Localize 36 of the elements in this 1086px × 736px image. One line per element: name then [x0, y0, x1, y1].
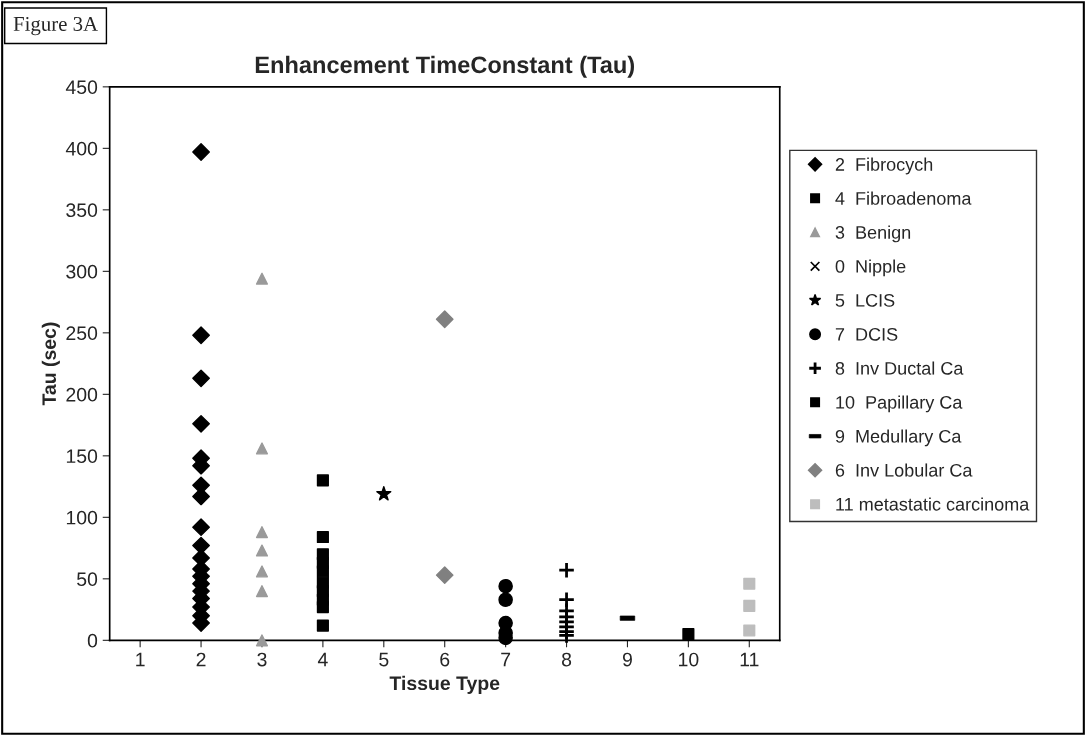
- legend-label: 7 DCIS: [835, 327, 898, 341]
- x-tick-label: 2: [196, 652, 206, 667]
- y-tick-label: 350: [66, 203, 98, 218]
- legend-label: 9 Medullary Ca: [835, 429, 962, 447]
- legend-label: 8 Inv Ductal Ca: [835, 361, 964, 375]
- y-tick-label: 300: [66, 264, 98, 279]
- y-tick-label: 400: [65, 141, 98, 156]
- legend-label: 3 Benign: [835, 225, 911, 243]
- x-tick-label: 10: [679, 652, 699, 667]
- legend-label: 11 metastatic carcinoma: [836, 497, 1030, 511]
- legend-label: 10 Papillary Ca: [836, 395, 963, 413]
- y-tick-label: 100: [66, 510, 98, 525]
- x-tick-label: 4: [317, 652, 328, 667]
- chart-title: Enhancement TimeConstant (Tau): [255, 55, 635, 78]
- x-tick-label: 7: [501, 652, 511, 667]
- y-tick-label: 50: [77, 572, 98, 587]
- y-tick-label: 150: [66, 449, 98, 464]
- legend-label: 2 Fibrocych: [835, 157, 933, 175]
- legend-label: 4 Fibroadenoma: [835, 191, 972, 205]
- legend-label: 6 Inv Lobular Ca: [835, 463, 973, 477]
- x-tick-label: 6: [440, 652, 450, 667]
- legend-label: 0 Nipple: [835, 259, 906, 277]
- y-axis-title: Tau (sec): [41, 322, 60, 406]
- x-tick-label: 3: [257, 652, 267, 667]
- x-tick-label: 9: [622, 652, 632, 667]
- caption: Figure 3A: [13, 16, 98, 36]
- y-tick-label: 200: [66, 387, 98, 402]
- x-tick-label: 11: [740, 652, 759, 667]
- x-tick-label: 5: [379, 652, 389, 667]
- x-tick-label: 8: [561, 652, 572, 667]
- y-tick-label: 450: [65, 80, 98, 95]
- x-axis-title: Tissue Type: [389, 675, 500, 694]
- y-tick-label: 250: [66, 326, 98, 341]
- x-tick-label: 1: [136, 652, 145, 667]
- y-tick-label: 0: [87, 633, 98, 648]
- legend-label: 5 LCIS: [835, 293, 895, 307]
